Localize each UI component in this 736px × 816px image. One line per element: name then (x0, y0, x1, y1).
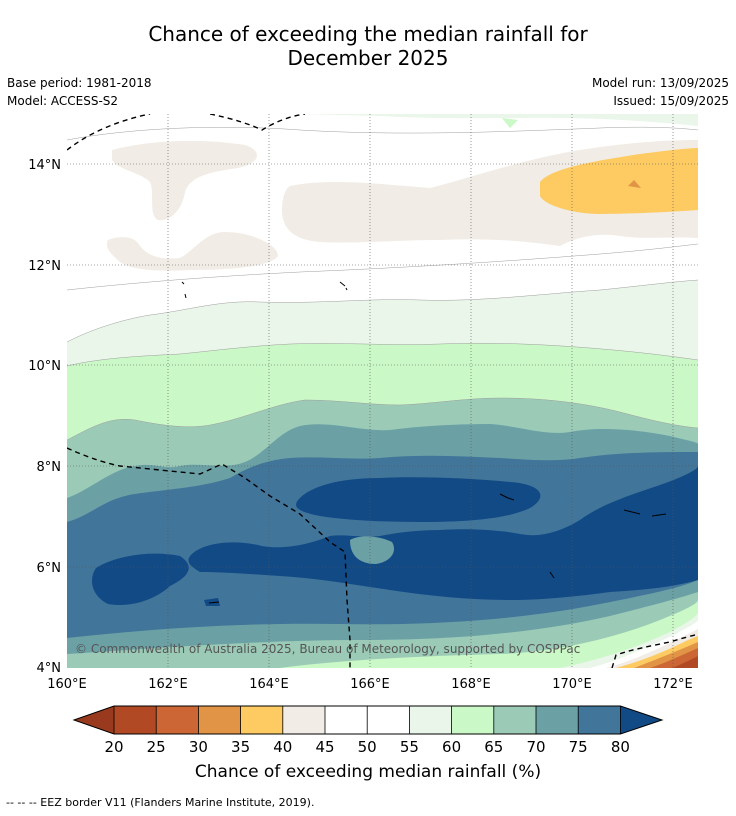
colorbar-20-25 (114, 706, 157, 734)
cb-tick-55: 55 (400, 738, 419, 756)
lat-tick-4n: 4°N (37, 661, 62, 676)
lon-tick-168e: 168°E (451, 677, 491, 692)
field-70-75-hole (350, 536, 395, 564)
field-60-65-top (502, 118, 518, 128)
cb-tick-35: 35 (231, 738, 250, 756)
colorbar: 20 25 30 35 40 45 50 55 60 65 70 75 80 (72, 705, 664, 756)
lon-tick-162e: 162°E (148, 677, 188, 692)
field-south-20-25 (672, 656, 698, 668)
lat-tick-6n: 6°N (37, 561, 62, 576)
field-gt80-north (296, 477, 541, 522)
eez-footer-note: -- -- -- EEZ border V11 (Flanders Marine… (6, 796, 315, 809)
copyright-text: © Commonwealth of Australia 2025, Bureau… (75, 642, 580, 656)
cb-tick-25: 25 (147, 738, 166, 756)
colorbar-under-arrow (74, 706, 114, 734)
cb-tick-40: 40 (273, 738, 292, 756)
cb-tick-80: 80 (611, 738, 630, 756)
lon-tick-164e: 164°E (249, 677, 289, 692)
issued-date: Issued: 15/09/2025 (613, 94, 729, 108)
field-gt80 (92, 553, 189, 606)
field-gt80-main (188, 466, 698, 600)
colorbar-60-65 (451, 706, 494, 734)
probability-field (67, 114, 698, 668)
model-run: Model run: 13/09/2025 (591, 76, 729, 90)
field-40-45-w (106, 232, 278, 271)
cb-tick-20: 20 (104, 738, 123, 756)
colorbar-65-70 (493, 706, 536, 734)
model-name: Model: ACCESS-S2 (7, 94, 119, 108)
cb-tick-30: 30 (189, 738, 208, 756)
colorbar-label: Chance of exceeding median rainfall (%) (194, 762, 542, 782)
lon-tick-172e: 172°E (653, 677, 693, 692)
field-south-65-70 (67, 592, 698, 668)
graticule (67, 114, 698, 668)
lon-tick-170e: 170°E (552, 677, 592, 692)
lon-tick-160e: 160°E (47, 677, 87, 692)
colorbar-75-80 (578, 706, 621, 734)
colorbar-35-40 (240, 706, 283, 734)
colorbar-40-45 (282, 706, 325, 734)
latitude-ticks: 4°N 6°N 8°N 10°N 12°N 14°N (28, 158, 61, 676)
colorbar-45-50 (325, 706, 368, 734)
colorbar-70-75 (536, 706, 579, 734)
colorbar-55-60 (409, 706, 452, 734)
contour-lines (67, 126, 698, 441)
title-line-1: Chance of exceeding the median rainfall … (148, 22, 588, 46)
colorbar-over-arrow (620, 706, 662, 734)
eez-borders (67, 114, 698, 668)
colorbar-25-30 (156, 706, 199, 734)
lat-tick-10n: 10°N (28, 359, 61, 374)
field-55-60-top (67, 114, 698, 126)
cb-tick-65: 65 (484, 738, 503, 756)
colorbar-50-55 (367, 706, 410, 734)
lat-tick-12n: 12°N (28, 259, 61, 274)
title-line-2: December 2025 (287, 46, 449, 70)
field-south-60-65 (280, 600, 698, 668)
cb-tick-45: 45 (315, 738, 334, 756)
lat-tick-8n: 8°N (37, 460, 62, 475)
lat-tick-14n: 14°N (28, 158, 61, 173)
colorbar-dividers (113, 706, 621, 734)
map-title: Chance of exceeding the median rainfall … (0, 22, 736, 70)
cb-tick-75: 75 (569, 738, 588, 756)
islands (181, 281, 667, 604)
colorbar-ticks: 20 25 30 35 40 45 50 55 60 65 70 75 80 (104, 738, 629, 756)
longitude-ticks: 160°E 162°E 164°E 166°E 168°E 170°E 172°… (47, 677, 693, 692)
field-30-35 (628, 180, 641, 188)
field-gt80-small (204, 598, 220, 606)
meta-left: Base period: 1981-2018 Model: ACCESS-S2 (7, 74, 152, 110)
cb-tick-60: 60 (442, 738, 461, 756)
meta-right: Model run: 13/09/2025 Issued: 15/09/2025 (592, 74, 729, 110)
cb-tick-70: 70 (526, 738, 545, 756)
field-35-40 (540, 148, 698, 214)
colorbar-30-35 (198, 706, 241, 734)
field-40-45-nw (112, 140, 257, 221)
lon-tick-166e: 166°E (350, 677, 390, 692)
cb-tick-50: 50 (358, 738, 377, 756)
base-period: Base period: 1981-2018 (7, 76, 152, 90)
